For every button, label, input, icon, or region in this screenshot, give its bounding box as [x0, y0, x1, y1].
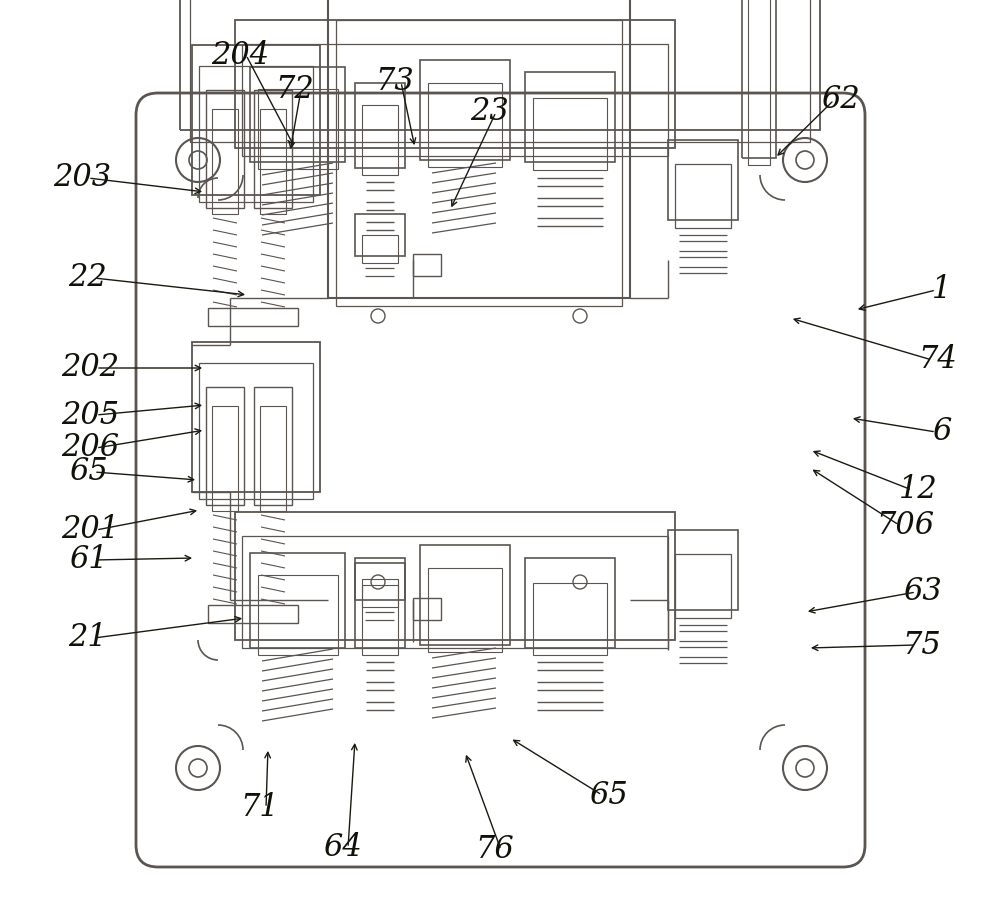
Bar: [260, 109, 286, 214]
Bar: [258, 89, 338, 169]
Bar: [533, 583, 607, 655]
Bar: [668, 140, 738, 220]
Bar: [668, 530, 738, 610]
Bar: [254, 90, 292, 208]
Bar: [413, 254, 441, 276]
Text: 73: 73: [376, 66, 414, 98]
Bar: [355, 83, 405, 168]
Bar: [413, 598, 441, 620]
Text: 201: 201: [61, 514, 119, 545]
Bar: [208, 605, 298, 623]
Bar: [355, 214, 405, 256]
Text: 203: 203: [53, 162, 111, 194]
Text: 61: 61: [69, 545, 107, 576]
Bar: [525, 558, 615, 648]
Text: 204: 204: [211, 40, 269, 70]
Text: 62: 62: [821, 85, 859, 115]
Bar: [675, 164, 731, 228]
Bar: [748, 0, 770, 165]
Text: 65: 65: [589, 780, 627, 810]
Text: 74: 74: [919, 344, 957, 376]
Bar: [328, 0, 630, 298]
Text: 71: 71: [241, 793, 279, 823]
Bar: [258, 575, 338, 655]
Bar: [362, 579, 398, 607]
Bar: [260, 406, 286, 511]
Text: 206: 206: [61, 433, 119, 463]
Bar: [362, 105, 398, 175]
Text: 23: 23: [471, 97, 509, 127]
Text: 202: 202: [61, 353, 119, 383]
Bar: [428, 83, 502, 167]
Bar: [212, 406, 238, 511]
Bar: [199, 66, 313, 202]
Bar: [355, 563, 405, 648]
Bar: [242, 536, 668, 648]
Bar: [208, 308, 298, 326]
Bar: [250, 67, 345, 162]
Bar: [742, 0, 776, 158]
Bar: [206, 387, 244, 505]
Bar: [428, 568, 502, 652]
Bar: [533, 98, 607, 170]
Text: 22: 22: [69, 262, 107, 294]
Bar: [190, 0, 810, 142]
Bar: [420, 545, 510, 645]
Text: 64: 64: [323, 833, 361, 864]
Bar: [420, 60, 510, 160]
Text: 706: 706: [876, 509, 934, 541]
Text: 6: 6: [932, 416, 952, 448]
Text: 205: 205: [61, 400, 119, 430]
Bar: [250, 553, 345, 648]
Text: 72: 72: [276, 75, 314, 105]
Bar: [235, 512, 675, 640]
Bar: [362, 235, 398, 263]
Bar: [192, 45, 320, 195]
Text: 76: 76: [476, 834, 514, 866]
Bar: [235, 20, 675, 148]
Bar: [192, 342, 320, 492]
Bar: [355, 558, 405, 600]
Bar: [336, 20, 622, 306]
Bar: [242, 44, 668, 156]
Text: 12: 12: [899, 474, 937, 506]
Text: 1: 1: [932, 274, 952, 306]
Bar: [206, 90, 244, 208]
Bar: [362, 585, 398, 655]
Bar: [180, 0, 820, 130]
Bar: [212, 109, 238, 214]
Text: 63: 63: [903, 577, 941, 607]
Bar: [254, 387, 292, 505]
Text: 65: 65: [69, 457, 107, 487]
Bar: [525, 72, 615, 162]
Bar: [199, 363, 313, 499]
Text: 21: 21: [69, 622, 107, 653]
Text: 75: 75: [903, 629, 941, 661]
Bar: [675, 554, 731, 618]
